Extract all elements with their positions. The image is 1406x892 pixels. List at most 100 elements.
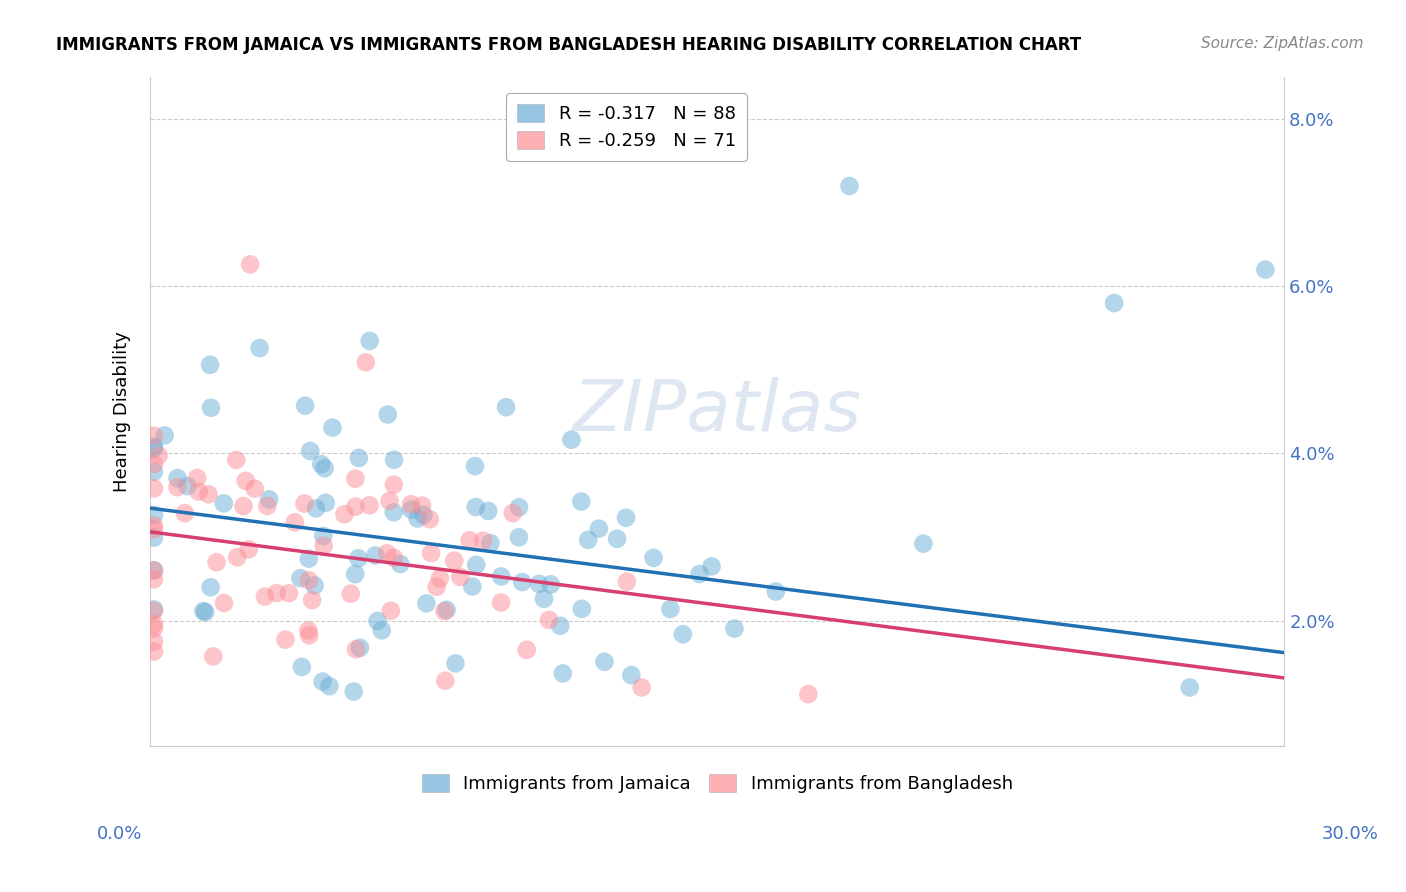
Immigrants from Jamaica	[200, 401, 222, 415]
Immigrants from Bangladesh	[142, 634, 165, 648]
Legend: Immigrants from Jamaica, Immigrants from Bangladesh: Immigrants from Jamaica, Immigrants from…	[411, 763, 1024, 804]
Immigrants from Bangladesh	[298, 628, 321, 642]
Immigrants from Jamaica	[142, 563, 165, 577]
Immigrants from Bangladesh	[312, 539, 335, 553]
Immigrants from Jamaica	[359, 334, 381, 348]
Immigrants from Jamaica	[1102, 296, 1125, 310]
Immigrants from Bangladesh	[429, 571, 451, 585]
Immigrants from Jamaica	[551, 666, 574, 681]
Immigrants from Jamaica	[294, 399, 316, 413]
Immigrants from Bangladesh	[266, 586, 288, 600]
Immigrants from Bangladesh	[420, 546, 443, 560]
Immigrants from Bangladesh	[142, 644, 165, 658]
Immigrants from Jamaica	[311, 674, 333, 689]
Immigrants from Bangladesh	[294, 496, 316, 510]
Immigrants from Bangladesh	[205, 555, 228, 569]
Immigrants from Jamaica	[540, 577, 562, 591]
Immigrants from Bangladesh	[202, 649, 225, 664]
Immigrants from Jamaica	[401, 502, 423, 516]
Immigrants from Jamaica	[382, 452, 405, 467]
Immigrants from Jamaica	[198, 358, 221, 372]
Immigrants from Bangladesh	[378, 494, 401, 508]
Immigrants from Jamaica	[142, 508, 165, 522]
Immigrants from Jamaica	[533, 591, 555, 606]
Immigrants from Bangladesh	[142, 621, 165, 635]
Immigrants from Bangladesh	[226, 550, 249, 565]
Immigrants from Bangladesh	[186, 471, 208, 485]
Immigrants from Bangladesh	[419, 512, 441, 526]
Immigrants from Jamaica	[491, 569, 513, 583]
Immigrants from Bangladesh	[443, 554, 465, 568]
Immigrants from Bangladesh	[173, 506, 195, 520]
Immigrants from Jamaica	[142, 465, 165, 479]
Immigrants from Jamaica	[412, 508, 434, 522]
Immigrants from Jamaica	[200, 580, 222, 594]
Immigrants from Bangladesh	[399, 497, 422, 511]
Immigrants from Bangladesh	[516, 642, 538, 657]
Immigrants from Jamaica	[406, 511, 429, 525]
Immigrants from Jamaica	[291, 660, 314, 674]
Immigrants from Jamaica	[765, 584, 787, 599]
Immigrants from Jamaica	[606, 532, 628, 546]
Immigrants from Jamaica	[614, 510, 637, 524]
Text: 0.0%: 0.0%	[97, 825, 142, 843]
Immigrants from Jamaica	[389, 557, 412, 571]
Immigrants from Jamaica	[588, 522, 610, 536]
Immigrants from Jamaica	[838, 179, 860, 194]
Immigrants from Jamaica	[367, 614, 389, 628]
Immigrants from Jamaica	[672, 627, 695, 641]
Immigrants from Jamaica	[290, 571, 312, 585]
Text: ZIPatlas: ZIPatlas	[572, 377, 862, 446]
Immigrants from Jamaica	[593, 655, 616, 669]
Immigrants from Bangladesh	[426, 580, 449, 594]
Immigrants from Jamaica	[436, 603, 458, 617]
Immigrants from Jamaica	[193, 604, 215, 618]
Immigrants from Bangladesh	[489, 595, 512, 609]
Immigrants from Jamaica	[142, 440, 165, 454]
Immigrants from Bangladesh	[225, 453, 247, 467]
Immigrants from Bangladesh	[297, 624, 319, 638]
Immigrants from Bangladesh	[333, 508, 356, 522]
Immigrants from Jamaica	[912, 536, 935, 550]
Immigrants from Jamaica	[343, 684, 366, 698]
Immigrants from Jamaica	[700, 559, 723, 574]
Immigrants from Jamaica	[212, 496, 235, 510]
Immigrants from Jamaica	[249, 341, 271, 355]
Immigrants from Bangladesh	[256, 499, 278, 513]
Immigrants from Bangladesh	[339, 587, 361, 601]
Immigrants from Bangladesh	[354, 355, 377, 369]
Immigrants from Jamaica	[299, 444, 322, 458]
Immigrants from Bangladesh	[449, 570, 471, 584]
Immigrants from Bangladesh	[411, 499, 433, 513]
Immigrants from Bangladesh	[359, 498, 381, 512]
Immigrants from Bangladesh	[502, 506, 524, 520]
Immigrants from Jamaica	[495, 400, 517, 414]
Immigrants from Jamaica	[142, 531, 165, 545]
Immigrants from Jamaica	[527, 577, 550, 591]
Immigrants from Bangladesh	[278, 586, 301, 600]
Immigrants from Bangladesh	[166, 480, 188, 494]
Immigrants from Jamaica	[1178, 681, 1201, 695]
Immigrants from Jamaica	[571, 602, 593, 616]
Immigrants from Bangladesh	[142, 564, 165, 578]
Immigrants from Bangladesh	[630, 681, 652, 695]
Text: 30.0%: 30.0%	[1322, 825, 1378, 843]
Immigrants from Jamaica	[444, 657, 467, 671]
Immigrants from Bangladesh	[142, 457, 165, 471]
Immigrants from Jamaica	[314, 461, 336, 475]
Immigrants from Jamaica	[464, 500, 486, 514]
Immigrants from Jamaica	[689, 566, 711, 581]
Immigrants from Jamaica	[1254, 262, 1277, 277]
Immigrants from Jamaica	[344, 567, 367, 582]
Immigrants from Bangladesh	[616, 574, 638, 589]
Immigrants from Bangladesh	[375, 546, 398, 560]
Immigrants from Jamaica	[569, 494, 592, 508]
Immigrants from Bangladesh	[434, 673, 457, 688]
Immigrants from Jamaica	[465, 558, 488, 572]
Immigrants from Bangladesh	[433, 604, 456, 618]
Immigrants from Jamaica	[479, 536, 502, 550]
Immigrants from Jamaica	[298, 551, 321, 566]
Immigrants from Bangladesh	[187, 484, 209, 499]
Immigrants from Bangladesh	[197, 487, 219, 501]
Text: Source: ZipAtlas.com: Source: ZipAtlas.com	[1201, 36, 1364, 51]
